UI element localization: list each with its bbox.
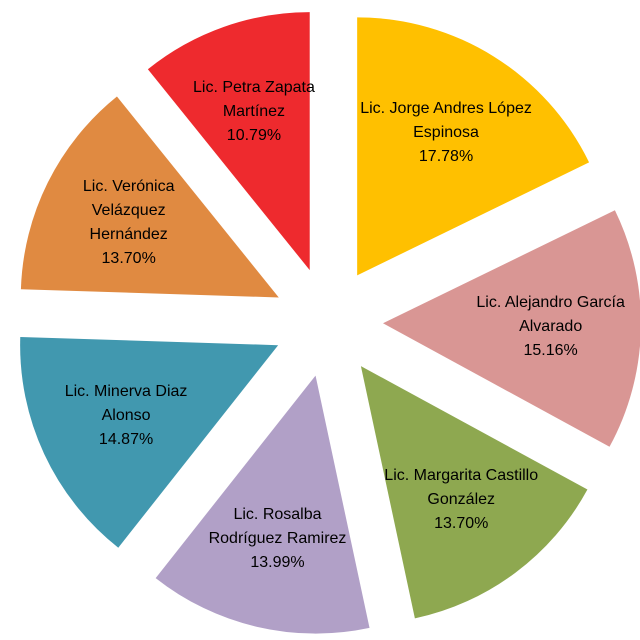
pie-slice	[357, 17, 590, 276]
slice-name: Lic. Margarita Castillo González	[384, 467, 539, 509]
pie-slice	[155, 375, 370, 634]
slice-value: 10.79%	[226, 126, 282, 144]
slice-label: Lic. Minerva Diaz Alonso 14.87%	[43, 380, 209, 452]
slice-name: Lic. Petra Zapata Martínez	[193, 78, 315, 120]
slice-label: Lic. Alejandro García Alvarado 15.16%	[466, 291, 635, 363]
slice-name: Lic. Jorge Andres López Espinosa	[360, 100, 532, 142]
pie-slice	[20, 96, 279, 298]
pie-slice	[20, 336, 279, 548]
slice-name: Lic. Alejandro García Alvarado	[476, 294, 625, 336]
slice-value: 15.16%	[523, 342, 578, 360]
slice-label: Lic. Petra Zapata Martínez 10.79%	[193, 76, 316, 148]
pie-slice	[360, 366, 588, 619]
slice-label: Lic. Jorge Andres López Espinosa 17.78%	[348, 97, 544, 169]
slice-label: Lic. Verónica Velázquez Hernández 13.70%	[52, 175, 206, 271]
slice-name: Lic. Rosalba Rodríguez Ramirez	[208, 505, 347, 547]
slice-name: Lic. Verónica Velázquez Hernández	[82, 177, 175, 243]
slice-label: Lic. Margarita Castillo González 13.70%	[384, 464, 538, 536]
slice-value: 17.78%	[418, 148, 474, 166]
slice-label: Lic. Rosalba Rodríguez Ramirez 13.99%	[199, 503, 356, 575]
slice-value: 13.70%	[434, 515, 489, 533]
pie-slice	[147, 12, 310, 271]
pie-slice	[382, 210, 640, 447]
slice-name: Lic. Minerva Diaz Alonso	[64, 382, 188, 424]
slice-value: 13.99%	[250, 553, 305, 571]
slice-value: 14.87%	[98, 430, 154, 448]
slice-value: 13.70%	[101, 249, 156, 267]
